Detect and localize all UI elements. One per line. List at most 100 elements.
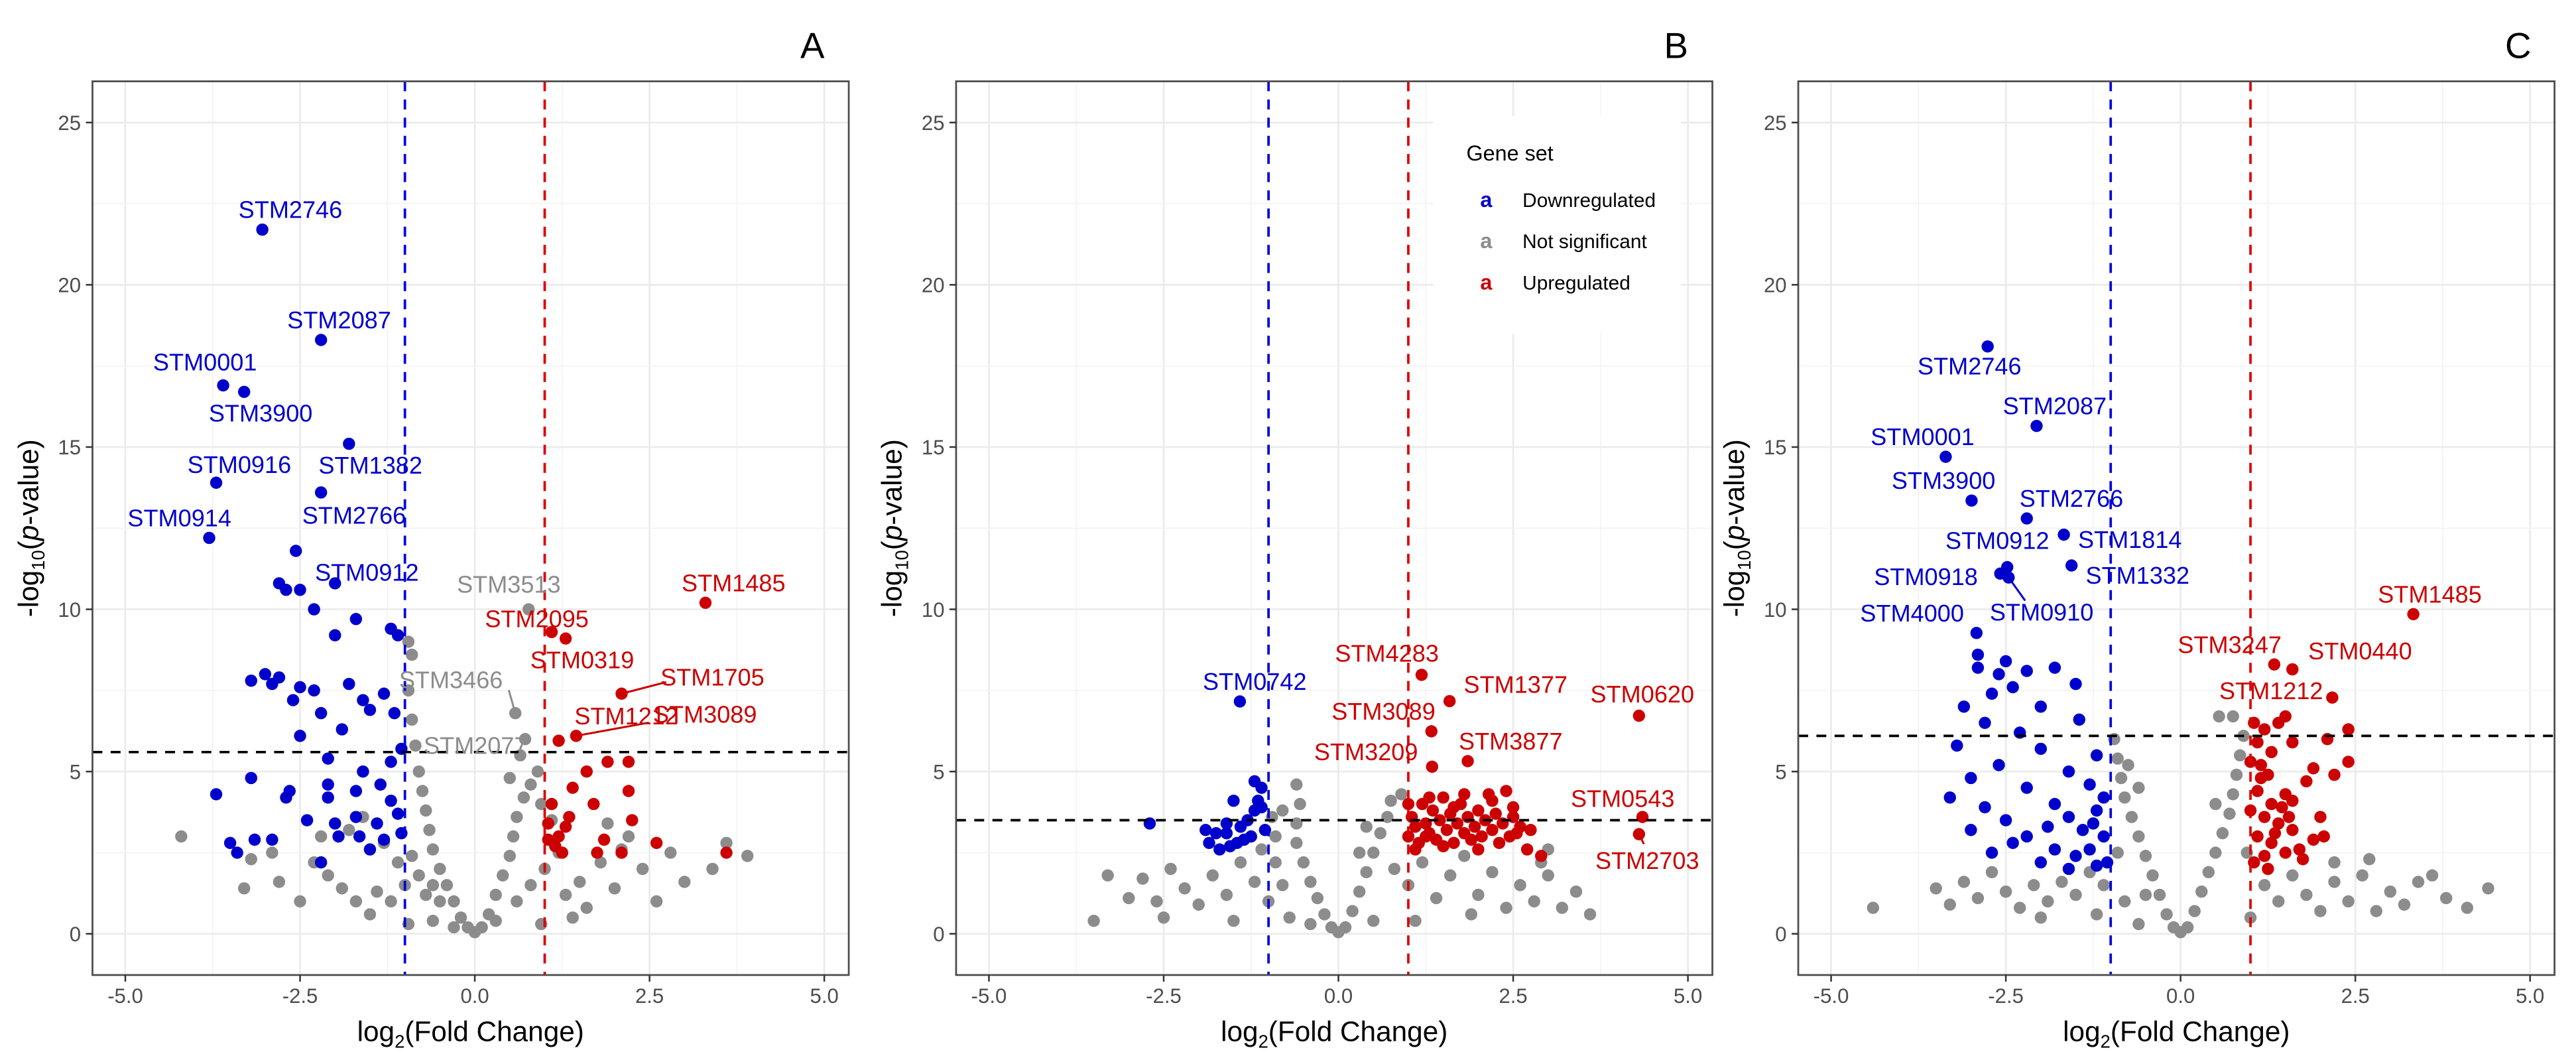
x-axis-title-suffix: (Fold Change) [2111,1016,2290,1047]
data-point-upregulated [1524,824,1537,836]
data-point-upregulated [2300,775,2313,788]
y-axis-title-suffix: -value) [877,439,908,525]
data-point-downregulated [1238,833,1251,846]
gene-label: STM2746 [1918,353,2022,380]
data-point-not-significant [636,862,649,876]
y-tick-label: 25 [922,111,945,135]
data-point-not-significant [363,908,377,921]
data-point-not-significant [2111,752,2124,765]
data-point-not-significant [678,876,691,888]
x-tick-label: -2.5 [1988,984,2024,1008]
data-point-upregulated [2265,746,2278,759]
data-point-not-significant [650,895,663,908]
data-point-not-significant [434,862,446,876]
data-point-not-significant [1583,908,1597,921]
data-point-downregulated [329,817,341,830]
data-point-downregulated [1213,843,1226,856]
gene-label: STM0543 [1571,785,1675,813]
y-tick-label: 25 [58,111,81,135]
data-point-not-significant [2314,905,2327,917]
data-point-upregulated [626,814,639,827]
y-axis-title-open: ( [1719,541,1750,550]
data-point-not-significant [1294,797,1306,811]
data-point-not-significant [1353,846,1366,859]
data-point-upregulated [1468,821,1481,833]
data-point-downregulated [1220,827,1233,840]
x-axis-title-suffix: (Fold Change) [1268,1016,1448,1047]
data-point-downregulated [349,613,363,626]
labeled-data-point [203,531,215,545]
data-point-not-significant [1381,811,1394,823]
gene-label: STM2087 [2003,393,2107,420]
data-point-not-significant [489,888,502,901]
data-point-not-significant [245,853,257,866]
gene-label-leader [507,689,517,714]
y-tick-label: 20 [58,274,81,297]
data-point-downregulated [1979,716,1991,729]
data-point-not-significant [2139,850,2152,862]
x-tick-label: -5.0 [1813,984,1849,1008]
gene-label: STM4283 [1335,639,1439,667]
data-point-not-significant [349,895,363,908]
data-point-upregulated [2296,853,2309,866]
labeled-data-point [2020,512,2033,525]
data-point-upregulated [1409,843,1422,856]
x-axis-title: log2(Fold Change) [357,1016,584,1052]
data-point-not-significant [1465,908,1478,921]
data-point-not-significant [573,876,586,888]
y-axis-title-log: -log [13,570,44,618]
data-point-upregulated [1402,830,1415,843]
x-tick-label: 5.0 [2516,984,2544,1008]
gene-label: STM3900 [209,400,313,427]
data-point-not-significant [2227,710,2239,723]
data-point-downregulated [336,723,349,736]
data-point-upregulated [1489,807,1502,820]
y-axis-title-suffix: -value) [13,439,44,525]
data-point-not-significant [2132,781,2145,794]
y-tick-label: 5 [1775,760,1786,783]
x-axis-title-subscript: 2 [1258,1031,1268,1051]
data-point-downregulated [371,817,383,830]
data-point-downregulated [2034,856,2048,869]
data-point-downregulated [2048,797,2061,811]
gene-label-leader [2008,576,2026,602]
data-point-downregulated [2090,804,2103,817]
labeled-data-point [290,545,302,557]
y-axis-title: -log10(p-value) [1719,439,1754,617]
data-point-not-significant [2223,807,2236,820]
data-point-downregulated [2006,681,2019,694]
data-point-upregulated [591,846,603,859]
x-tick-label: 2.5 [635,984,664,1008]
gene-label: STM1377 [1464,671,1568,698]
data-point-downregulated [1234,821,1247,833]
gene-label: STM0620 [1591,681,1695,708]
gene-label: STM1814 [2078,526,2182,553]
data-point-not-significant [1569,885,1583,898]
data-point-downregulated [322,791,334,804]
data-point-not-significant [2300,888,2313,901]
data-point-not-significant [2034,911,2048,924]
data-point-upregulated [556,846,569,859]
data-point-upregulated [1437,791,1449,804]
data-point-upregulated [601,756,614,768]
y-tick-label: 10 [1764,598,1787,622]
data-point-not-significant [1276,879,1289,892]
data-point-not-significant [2227,788,2239,801]
panel-letter: A [800,25,825,66]
data-point-upregulated [2286,736,2299,749]
x-tick-label: 0.0 [460,984,489,1008]
data-point-upregulated [1500,785,1512,797]
data-point-not-significant [1178,882,1191,895]
data-point-not-significant [237,882,251,895]
data-point-downregulated [374,778,387,791]
data-point-downregulated [1971,661,1985,674]
gene-label: STM2766 [2020,485,2124,512]
data-point-downregulated [245,771,257,785]
data-point-upregulated [2251,785,2264,797]
data-point-not-significant [448,921,460,934]
data-point-downregulated [353,830,366,843]
gene-label: STM4000 [1860,600,1964,627]
y-tick-label: 0 [70,923,81,946]
labeled-data-point [2057,528,2070,541]
